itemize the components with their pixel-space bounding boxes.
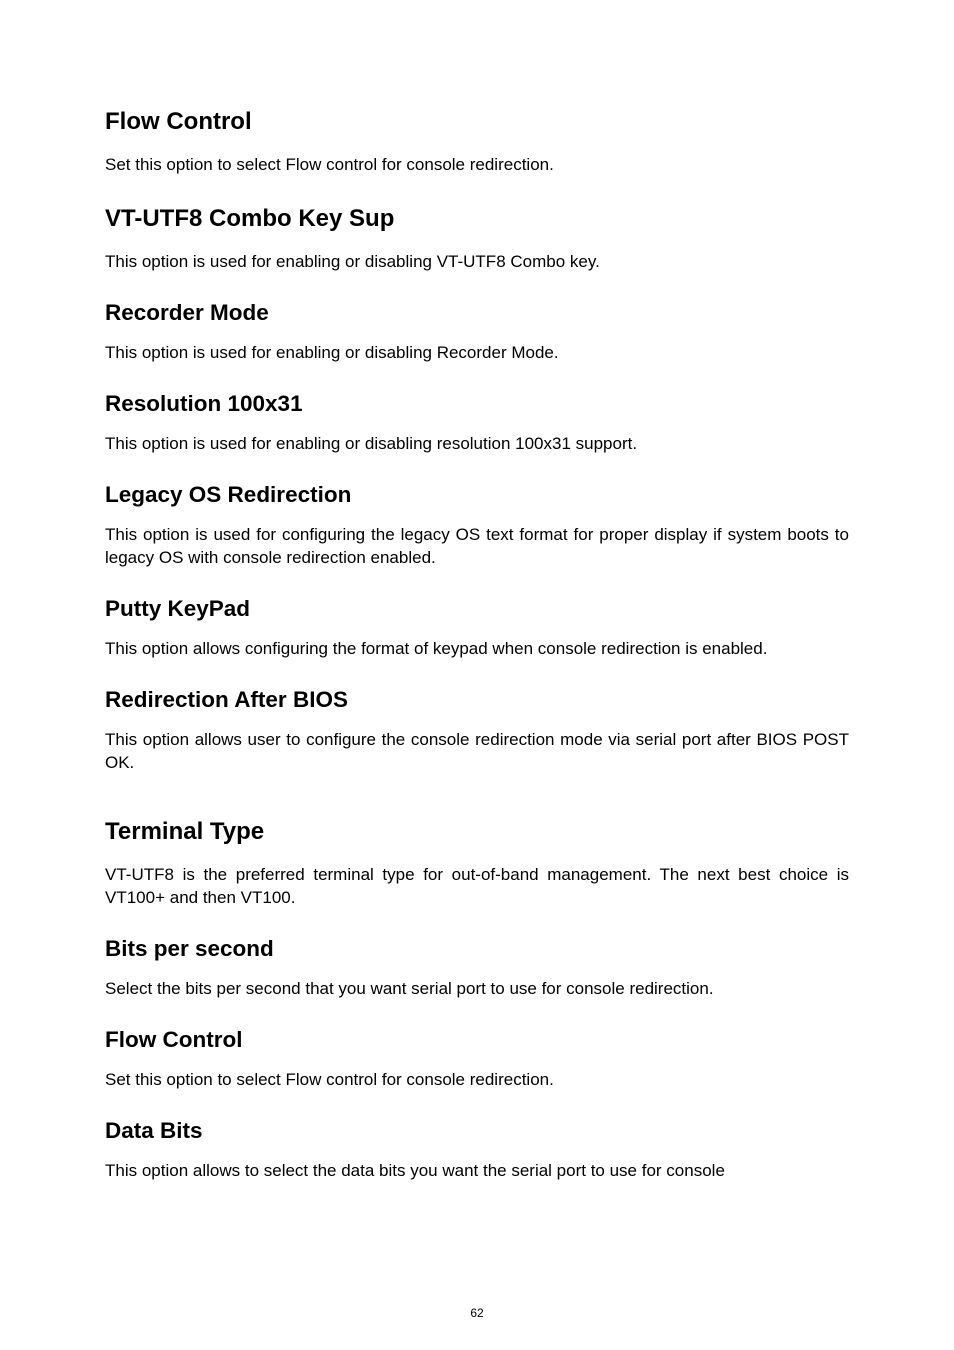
- section-body: This option allows user to configure the…: [105, 729, 849, 775]
- section-body: VT-UTF8 is the preferred terminal type f…: [105, 864, 849, 910]
- section-body: This option allows to select the data bi…: [105, 1160, 849, 1183]
- section-heading: Terminal Type: [105, 818, 849, 846]
- section-body: This option allows configuring the forma…: [105, 638, 849, 661]
- section-heading: Legacy OS Redirection: [105, 482, 849, 508]
- section-heading: Flow Control: [105, 1027, 849, 1053]
- section-body: Set this option to select Flow control f…: [105, 1069, 849, 1092]
- section-heading: Bits per second: [105, 936, 849, 962]
- section-body: This option is used for enabling or disa…: [105, 342, 849, 365]
- section-body: This option is used for configuring the …: [105, 524, 849, 570]
- section-heading: Resolution 100x31: [105, 391, 849, 417]
- section-heading: Putty KeyPad: [105, 596, 849, 622]
- section-heading: Recorder Mode: [105, 300, 849, 326]
- section-heading: Redirection After BIOS: [105, 687, 849, 713]
- document-page: Flow Control Set this option to select F…: [0, 0, 954, 1350]
- section-body: This option is used for enabling or disa…: [105, 433, 849, 456]
- page-number: 62: [0, 1306, 954, 1320]
- section-heading: Flow Control: [105, 108, 849, 136]
- section-heading: Data Bits: [105, 1118, 849, 1144]
- section-body: Select the bits per second that you want…: [105, 978, 849, 1001]
- section-body: Set this option to select Flow control f…: [105, 154, 849, 177]
- section-body: This option is used for enabling or disa…: [105, 251, 849, 274]
- section-heading: VT-UTF8 Combo Key Sup: [105, 205, 849, 233]
